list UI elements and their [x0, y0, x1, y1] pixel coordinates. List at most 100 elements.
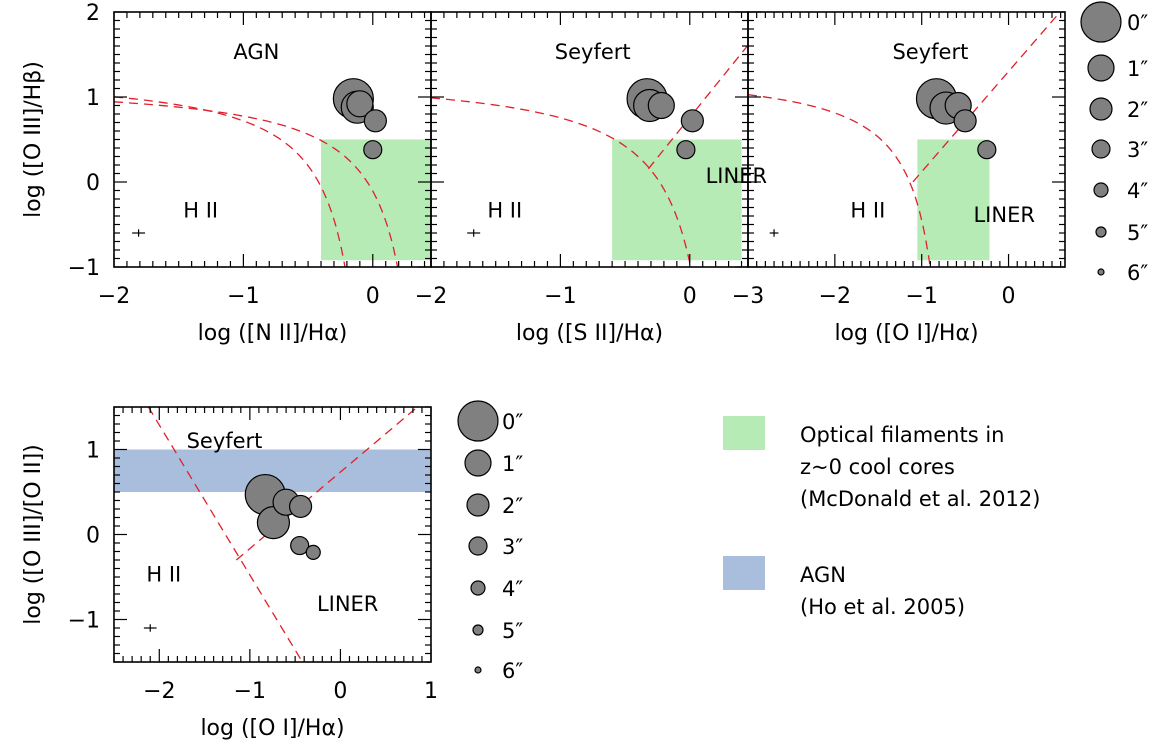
size-key-label: 0″	[502, 410, 523, 434]
boundary-line-seyfert-liner	[647, 44, 748, 170]
agn-legend-swatch	[723, 556, 765, 590]
size-key-marker-5	[1095, 226, 1107, 238]
size-key-marker-2	[1089, 97, 1113, 121]
region-label: H II	[146, 562, 181, 586]
x-tick-label: −1	[227, 284, 259, 309]
x-axis-label: log ([O I]/Hα)	[834, 321, 978, 346]
x-tick-label: −2	[143, 679, 175, 704]
y-tick-label: 1	[86, 86, 100, 111]
x-tick-label: −3	[732, 284, 764, 309]
size-key-label: 6″	[502, 659, 523, 683]
size-key-label: 0″	[1127, 11, 1148, 35]
x-tick-label: 1	[424, 679, 438, 704]
x-tick-label: −2	[819, 284, 851, 309]
size-key-marker-0	[1080, 1, 1122, 43]
size-key-marker-0	[457, 400, 499, 442]
region-label: LINER	[317, 592, 378, 616]
size-key-label: 4″	[502, 577, 523, 601]
panel-plot-area	[748, 12, 1061, 267]
x-tick-label: −1	[234, 679, 266, 704]
y-tick-label: 0	[86, 171, 100, 196]
panel-oi: Seyfert LINER H II −3 −2 −1 0 log ([O I]/Hα)	[732, 11, 1066, 346]
size-key-label: 5″	[502, 619, 523, 643]
panel-plot-area	[114, 407, 431, 662]
x-tick-label: 0	[366, 284, 380, 309]
size-key-label: 4″	[1127, 179, 1148, 203]
x-axis-label: log ([S II]/Hα)	[516, 321, 663, 346]
shading-legend: Optical filaments in z~0 cool cores (McDon…	[723, 416, 1040, 619]
size-key-label: 1″	[1127, 57, 1148, 81]
region-label: H II	[850, 199, 885, 223]
x-tick-label: 0	[1002, 284, 1016, 309]
filament-legend-text: (McDonald et al. 2012)	[800, 487, 1040, 511]
boundary-line-seyfert-liner	[912, 12, 1061, 183]
data-point-2	[647, 91, 675, 120]
size-key-top: 0″ 1″ 2″ 3″ 4″ 5″ 6″	[1080, 1, 1148, 285]
size-key-label: 2″	[502, 494, 523, 518]
data-point-4	[676, 140, 696, 160]
data-point-3	[288, 494, 313, 519]
size-key-label: 3″	[1127, 138, 1148, 162]
y-tick-label: 2	[86, 1, 100, 26]
filament-legend-text: Optical filaments in	[800, 423, 1004, 447]
size-key-label: 5″	[1127, 221, 1148, 245]
size-key-label: 1″	[502, 452, 523, 476]
y-axis-label: log ([O III]/[O II])	[21, 444, 46, 625]
filament-legend-swatch	[723, 416, 765, 450]
region-label: Seyfert	[187, 429, 263, 453]
size-key-marker-2	[466, 493, 490, 517]
size-key-marker-3	[468, 536, 488, 556]
data-point-2	[346, 90, 374, 118]
x-tick-label: −1	[544, 284, 576, 309]
size-key-label: 6″	[1127, 261, 1148, 285]
filament-legend-text: z~0 cool cores	[800, 455, 955, 479]
panel-nii: AGN H II −2 −1 0 −1 0 1 2 log ([N II]/Hα) log ([O …	[21, 1, 432, 346]
panel-sii: Seyfert LINER H II −2 −1 0 log ([S II]/Hα)	[415, 11, 767, 346]
boundary-line-hii-line	[147, 407, 303, 662]
panel-plot-area	[431, 44, 748, 267]
agn-legend-text: (Ho et al. 2005)	[800, 595, 965, 619]
x-tick-label: −2	[98, 284, 130, 309]
data-point-4	[363, 140, 383, 160]
x-axis-label: log ([O I]/Hα)	[200, 716, 344, 741]
boundary-line-kewley	[748, 94, 931, 267]
y-tick-label: 1	[86, 439, 100, 464]
region-label: H II	[183, 199, 218, 223]
data-point-4	[290, 535, 310, 556]
size-key-marker-4	[1093, 182, 1109, 198]
size-key-marker-5	[472, 624, 484, 636]
region-label: Seyfert	[555, 40, 631, 64]
data-point-3	[953, 109, 977, 133]
size-key-marker-6	[474, 666, 482, 674]
size-key-bottom: 0″ 1″ 2″ 3″ 4″ 5″ 6″	[457, 400, 523, 683]
boundary-line-seyfert-liner	[235, 407, 418, 561]
size-key-label: 2″	[1127, 98, 1148, 122]
y-tick-label: 0	[86, 524, 100, 549]
filament-region-box	[612, 139, 742, 261]
x-tick-label: 0	[333, 679, 347, 704]
size-key-marker-1	[464, 449, 492, 477]
panel-oii: Seyfert H II LINER −2 −1 0 1 −1 0 1 log ([O I]/Hα)…	[21, 406, 438, 741]
region-label: AGN	[233, 40, 279, 64]
x-axis-label: log ([N II]/Hα)	[198, 321, 348, 346]
size-key-label: 3″	[502, 535, 523, 559]
boundary-line-kewley	[114, 101, 399, 267]
data-point-5	[305, 544, 321, 560]
size-key-marker-3	[1091, 139, 1111, 159]
y-tick-label: −1	[68, 609, 100, 634]
agn-legend-text: AGN	[800, 563, 846, 587]
y-tick-label: −1	[68, 256, 100, 281]
data-point-3	[363, 109, 387, 133]
filament-region-box	[917, 139, 990, 261]
panel-plot-area	[114, 78, 431, 267]
data-point-3	[680, 109, 704, 133]
region-label: H II	[487, 199, 522, 223]
size-key-marker-6	[1097, 268, 1105, 276]
size-key-marker-1	[1087, 54, 1115, 82]
y-axis-label: log ([O III]/Hβ)	[21, 61, 46, 218]
boundary-line-kewley	[431, 97, 692, 267]
data-point-4	[977, 140, 997, 160]
region-label: LINER	[706, 164, 767, 188]
size-key-marker-4	[470, 580, 486, 596]
